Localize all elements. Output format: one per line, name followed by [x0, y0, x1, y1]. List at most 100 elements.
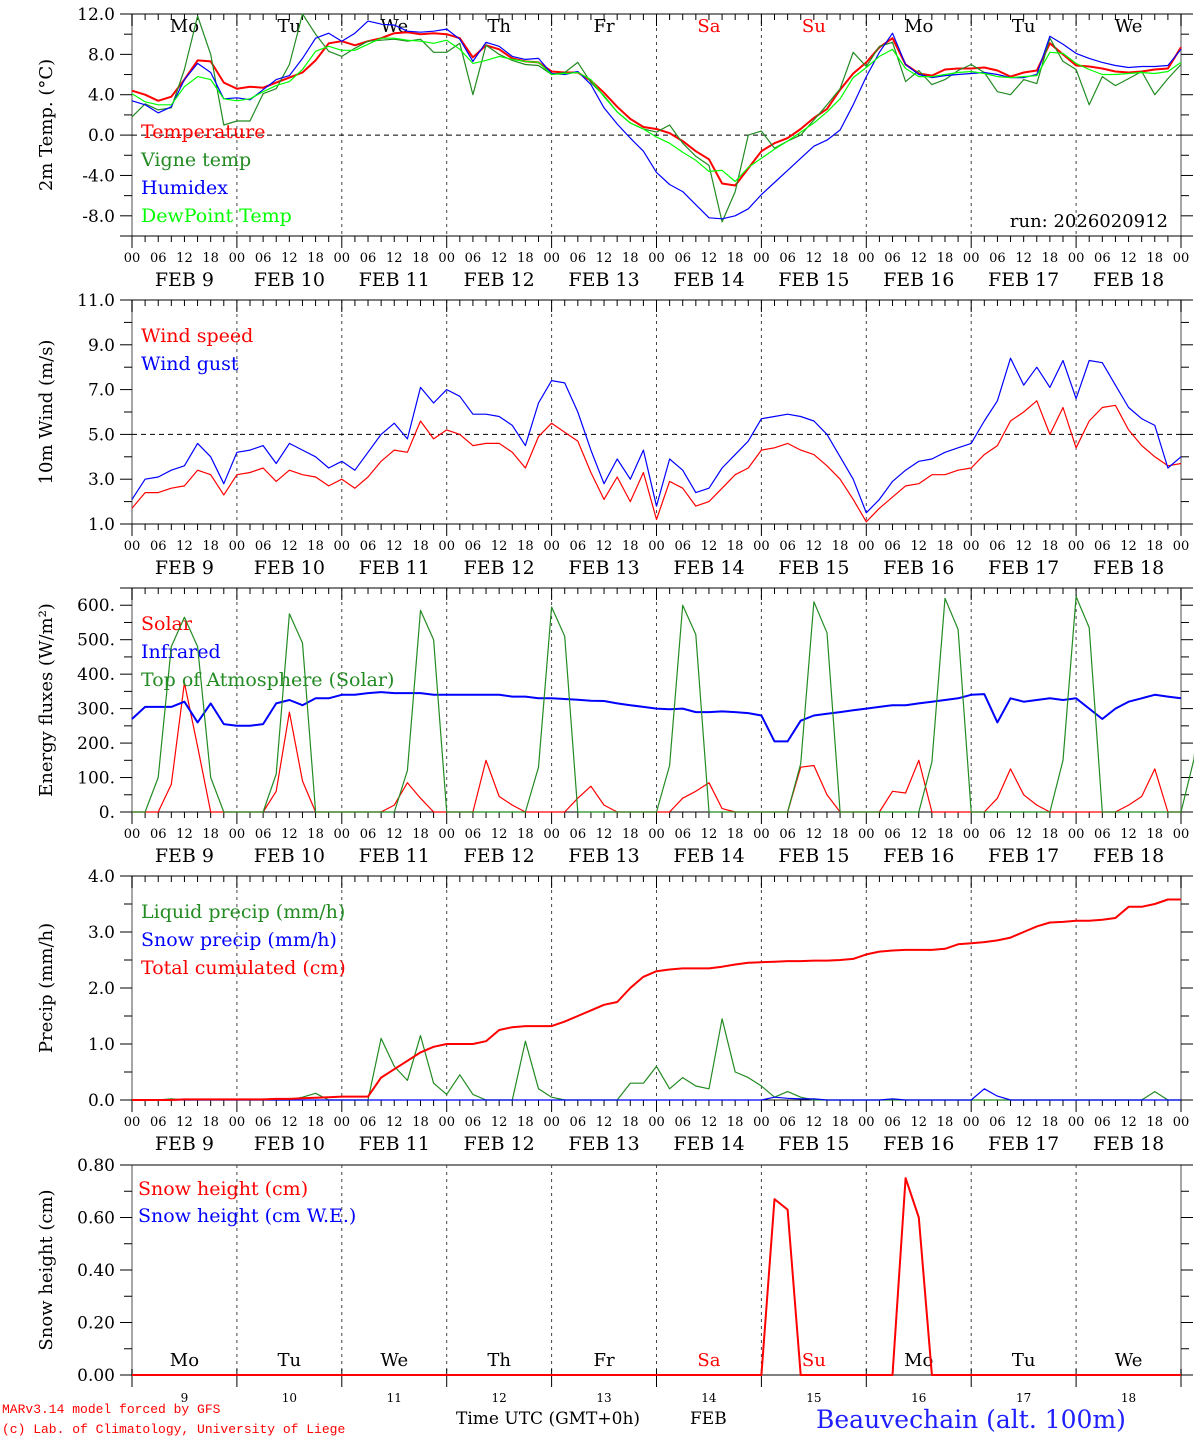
- x-hour-label: 06: [255, 1115, 272, 1130]
- x-hour-label: 00: [963, 251, 980, 266]
- legend-entry: Snow height (cm): [138, 1178, 308, 1200]
- x-hour-label: 12: [701, 827, 718, 842]
- x-hour-label: 00: [438, 539, 455, 554]
- y-tick-label: 0.0: [88, 126, 115, 146]
- series-line-dewpoint-temp: [131, 37, 1182, 183]
- x-hour-label: 12: [701, 539, 718, 554]
- x-hour-label: 12: [806, 251, 823, 266]
- x-hour-label: 00: [963, 1115, 980, 1130]
- x-hour-label: 00: [753, 251, 770, 266]
- series-line-total-cumulated-cm: [132, 898, 1181, 1101]
- x-hour-label: 06: [570, 539, 587, 554]
- weekday-label: We: [1115, 1350, 1143, 1371]
- x-hour-label: 12: [281, 827, 298, 842]
- y-tick-label: 1.0: [88, 515, 115, 535]
- y-tick-label: 2.0: [88, 979, 115, 999]
- x-hour-label: 00: [1068, 827, 1085, 842]
- y-tick-label: 7.0: [88, 381, 115, 401]
- x-date-label: FEB 11: [359, 845, 430, 867]
- x-hour-label: 12: [910, 539, 927, 554]
- x-hour-label: 00: [124, 827, 141, 842]
- x-hour-label: 12: [386, 827, 403, 842]
- legend-entry: Total cumulated (cm): [141, 957, 346, 979]
- y-tick-label: 0.: [99, 803, 115, 823]
- series-line-snow-precip-mm-h: [132, 1088, 1181, 1101]
- y-tick-label: 1.0: [88, 1035, 115, 1055]
- y-tick-label: 0.80: [77, 1156, 115, 1176]
- x-hour-label: 12: [176, 251, 193, 266]
- x-date-label: FEB 13: [568, 845, 639, 867]
- x-hour-label: 06: [465, 539, 482, 554]
- x-hour-label: 12: [806, 827, 823, 842]
- x-date-label: FEB 10: [254, 845, 325, 867]
- x-hour-label: 18: [1147, 827, 1164, 842]
- x-hour-label: 18: [412, 827, 429, 842]
- series-line-humidex: [131, 20, 1182, 220]
- x-hour-label: 00: [124, 539, 141, 554]
- x-hour-label: 18: [622, 251, 639, 266]
- x-hour-label: 00: [334, 539, 351, 554]
- x-date-label: FEB 12: [464, 269, 535, 291]
- y-tick-label: 5.0: [88, 425, 115, 445]
- x-hour-label: 18: [202, 539, 219, 554]
- x-hour-label: 00: [229, 1115, 246, 1130]
- x-hour-label: 06: [674, 1115, 691, 1130]
- x-hour-label: 18: [412, 539, 429, 554]
- x-hour-label: 00: [648, 539, 665, 554]
- x-date-label: FEB 17: [988, 845, 1059, 867]
- x-hour-label: 12: [281, 539, 298, 554]
- weekday-label: Th: [487, 1350, 511, 1371]
- x-hour-label: 18: [832, 1115, 849, 1130]
- x-date-label: FEB 17: [988, 269, 1059, 291]
- x-hour-label: 06: [989, 1115, 1006, 1130]
- x-hour-label: 00: [438, 251, 455, 266]
- x-hour-label: 12: [386, 539, 403, 554]
- series-line-snow-height-cm: [132, 1177, 1181, 1376]
- legend-entry: Wind speed: [141, 325, 253, 347]
- x-hour-label: 12: [701, 1115, 718, 1130]
- x-hour-label: 00: [543, 251, 560, 266]
- x-day-label: 16: [911, 1391, 926, 1405]
- x-date-label: FEB 9: [155, 269, 214, 291]
- y-tick-label: 0.0: [88, 1091, 115, 1111]
- x-axis-title-month: FEB: [690, 1409, 727, 1429]
- x-date-label: FEB 10: [254, 557, 325, 579]
- x-hour-label: 18: [202, 251, 219, 266]
- y-tick-label: 0.40: [77, 1261, 115, 1281]
- x-date-label: FEB 13: [568, 557, 639, 579]
- x-hour-label: 18: [1042, 827, 1059, 842]
- x-date-label: FEB 14: [673, 1133, 744, 1155]
- x-hour-label: 00: [1173, 251, 1190, 266]
- x-hour-label: 18: [1147, 1115, 1164, 1130]
- x-hour-label: 06: [360, 251, 377, 266]
- x-date-label: FEB 14: [673, 557, 744, 579]
- weekday-label: Sa: [697, 16, 720, 37]
- x-hour-label: 18: [832, 827, 849, 842]
- x-hour-label: 06: [150, 539, 167, 554]
- x-hour-label: 12: [596, 251, 613, 266]
- weekday-label: Mo: [170, 16, 199, 37]
- x-date-label: FEB 9: [155, 557, 214, 579]
- x-date-label: FEB 12: [464, 557, 535, 579]
- x-hour-label: 06: [884, 827, 901, 842]
- x-hour-label: 12: [910, 251, 927, 266]
- x-hour-label: 12: [281, 1115, 298, 1130]
- legend-entry: Top of Atmosphere (Solar): [141, 669, 394, 691]
- series-line-wind-gust: [131, 357, 1182, 514]
- x-hour-label: 00: [1173, 1115, 1190, 1130]
- x-hour-label: 06: [150, 827, 167, 842]
- weekday-label: Fr: [594, 16, 615, 37]
- x-hour-label: 12: [910, 827, 927, 842]
- legend-entry: Humidex: [141, 177, 228, 199]
- x-hour-label: 00: [229, 251, 246, 266]
- x-hour-label: 06: [360, 827, 377, 842]
- x-hour-label: 18: [937, 539, 954, 554]
- x-hour-label: 00: [963, 539, 980, 554]
- x-hour-label: 18: [1042, 539, 1059, 554]
- legend-entry: Wind gust: [141, 353, 239, 375]
- x-date-label: FEB 15: [778, 845, 849, 867]
- x-hour-label: 00: [858, 1115, 875, 1130]
- y-tick-label: -4.0: [82, 166, 115, 186]
- y-tick-label: 4.0: [88, 867, 115, 887]
- y-tick-label: 500.: [77, 631, 115, 651]
